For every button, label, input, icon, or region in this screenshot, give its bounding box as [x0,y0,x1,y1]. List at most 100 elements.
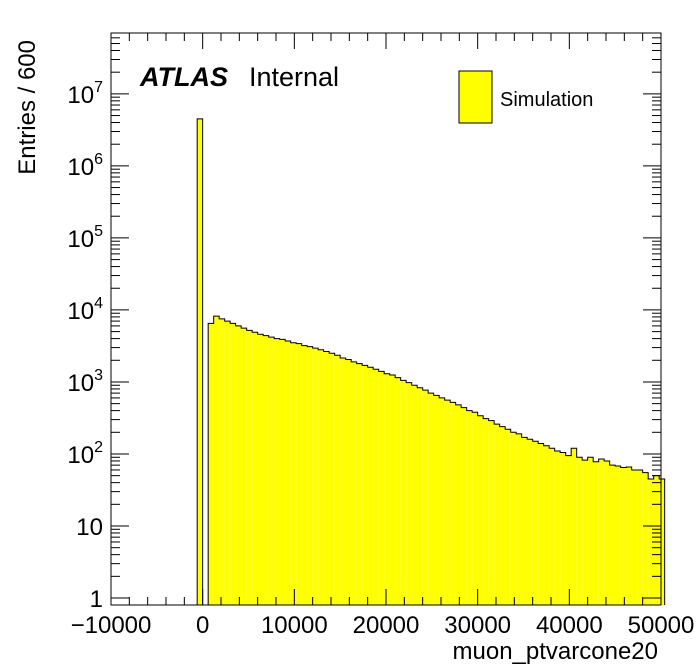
x-tick-labels: −10000 0 10000 20000 30000 40000 50000 [71,612,695,639]
histogram-bar [417,387,423,605]
y-axis-label: Entries / 600 [14,40,41,175]
histogram-bar [285,341,291,605]
legend-swatch [458,70,493,124]
histogram-bar [356,363,363,605]
histogram-bar [378,371,385,605]
histogram-bar [230,323,236,605]
histogram-bar [235,325,242,605]
x-tick-label: 30000 [444,612,511,639]
histogram-bar [406,382,412,605]
histogram-bar [538,443,544,605]
histogram-bar [444,400,451,605]
histogram-bar [642,472,649,605]
legend: Simulation [458,70,593,124]
histogram-bar [428,393,434,605]
y-tick-label: 105 [67,223,103,253]
histogram-bar [604,460,610,605]
histogram-bar [488,420,495,605]
histogram-bar [653,475,660,605]
histogram-bar [329,353,335,605]
histogram-bar [213,316,220,605]
histogram-bar [620,467,627,605]
histogram-bar [587,457,594,605]
histogram-bar [472,412,478,605]
histogram-bar [334,355,341,605]
histogram-bar [224,321,231,605]
plot-border [110,32,662,606]
histogram-bar [345,359,352,605]
histogram-bar [384,373,390,605]
histogram-outline [196,118,666,606]
histogram-bar [527,439,533,605]
histogram-bar [477,415,484,605]
histogram-bar [637,469,643,605]
histogram-bar [565,455,572,605]
histogram-bar [257,334,264,605]
histogram-bar [439,397,445,605]
histogram-bar [208,323,214,605]
y-tick-label: 106 [67,151,103,181]
histogram-bar [263,335,269,605]
histogram-bar [609,465,616,605]
y-tick-labels: 1 10 102 103 104 105 106 107 [67,79,103,613]
histogram-bar [543,445,550,605]
histogram-bar [296,343,302,605]
histogram-bar [516,433,522,605]
histogram-bar [494,424,500,605]
histogram-bar [318,349,324,605]
histogram-bar [422,390,429,605]
histogram-bar [532,441,539,605]
histogram-bar [351,361,357,605]
y-tick-label: 10 [76,514,103,541]
histogram-bar [367,367,374,605]
y-tick-label: 103 [67,367,103,397]
atlas-status-label: Internal [249,62,339,92]
histogram-bar [510,432,517,605]
histogram-bar [626,466,632,605]
histogram-bar [433,395,440,605]
histogram-bar [246,330,253,605]
histogram-bar [560,452,566,605]
histogram-bar [576,457,583,605]
histogram-bar [554,450,561,605]
histogram-bar [323,351,330,605]
y-tick-label: 1 [90,586,103,613]
histogram-bar [219,318,225,605]
x-tick-label: 0 [196,612,209,639]
histogram-bar [466,410,473,605]
histogram-bar [411,385,418,605]
histogram-bar [252,332,258,605]
histogram-bar [499,426,506,605]
histogram-bar [593,461,599,605]
histogram-bar [395,377,401,605]
histogram-bar [389,374,396,605]
histogram-bar [582,460,588,605]
histogram-bar [615,466,621,605]
x-tick-label: −10000 [71,612,152,639]
atlas-brand-label: ATLAS [139,62,228,92]
histogram-bar [598,459,605,605]
histogram-bars [196,118,666,606]
histogram-bar [241,328,247,605]
histogram-bar [373,369,379,605]
x-tick-label: 20000 [353,612,420,639]
histogram-bar [312,348,319,605]
histogram-bar [340,358,346,605]
histogram-bar [400,380,407,605]
histogram-bar [450,402,456,605]
y-tick-label: 104 [67,295,103,325]
x-tick-label: 10000 [261,612,328,639]
x-axis-label: muon_ptvarcone20 [453,638,658,665]
histogram-bar [455,404,462,605]
histogram-bar [274,338,280,605]
histogram-bar [279,339,286,605]
y-tick-label: 107 [67,79,103,109]
histogram-bar [362,365,368,605]
axis-ticks [110,32,662,605]
histogram-bar [307,346,313,605]
histogram-bar [197,118,203,605]
x-tick-label: 40000 [536,612,603,639]
legend-label: Simulation [500,89,593,111]
